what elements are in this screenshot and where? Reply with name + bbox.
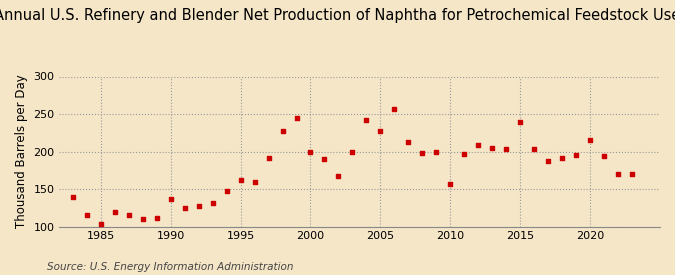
Point [473,143,484,147]
Point [277,128,288,133]
Point [403,140,414,144]
Point [263,156,274,161]
Point [459,152,470,156]
Point [291,116,302,120]
Point [375,128,386,133]
Point [333,174,344,178]
Point [207,201,218,205]
Text: Annual U.S. Refinery and Blender Net Production of Naphtha for Petrochemical Fee: Annual U.S. Refinery and Blender Net Pro… [0,8,675,23]
Point [571,153,582,158]
Point [249,179,260,184]
Point [347,149,358,154]
Point [585,138,595,142]
Point [193,204,204,208]
Point [221,188,232,193]
Point [137,217,148,221]
Point [445,182,456,186]
Point [95,221,106,226]
Point [389,107,400,111]
Point [417,151,428,155]
Point [109,209,120,214]
Point [613,172,624,176]
Point [557,156,568,161]
Point [543,158,554,163]
Point [529,147,539,152]
Point [124,213,134,218]
Point [82,213,92,218]
Point [151,215,162,220]
Point [626,172,637,176]
Point [165,197,176,201]
Point [319,157,330,161]
Point [431,149,441,154]
Point [501,146,512,151]
Point [305,149,316,154]
Y-axis label: Thousand Barrels per Day: Thousand Barrels per Day [15,75,28,229]
Point [599,154,610,158]
Point [515,120,526,125]
Point [487,145,497,150]
Point [68,194,78,199]
Point [235,178,246,182]
Point [180,206,190,210]
Point [361,118,372,122]
Text: Source: U.S. Energy Information Administration: Source: U.S. Energy Information Administ… [47,262,294,272]
